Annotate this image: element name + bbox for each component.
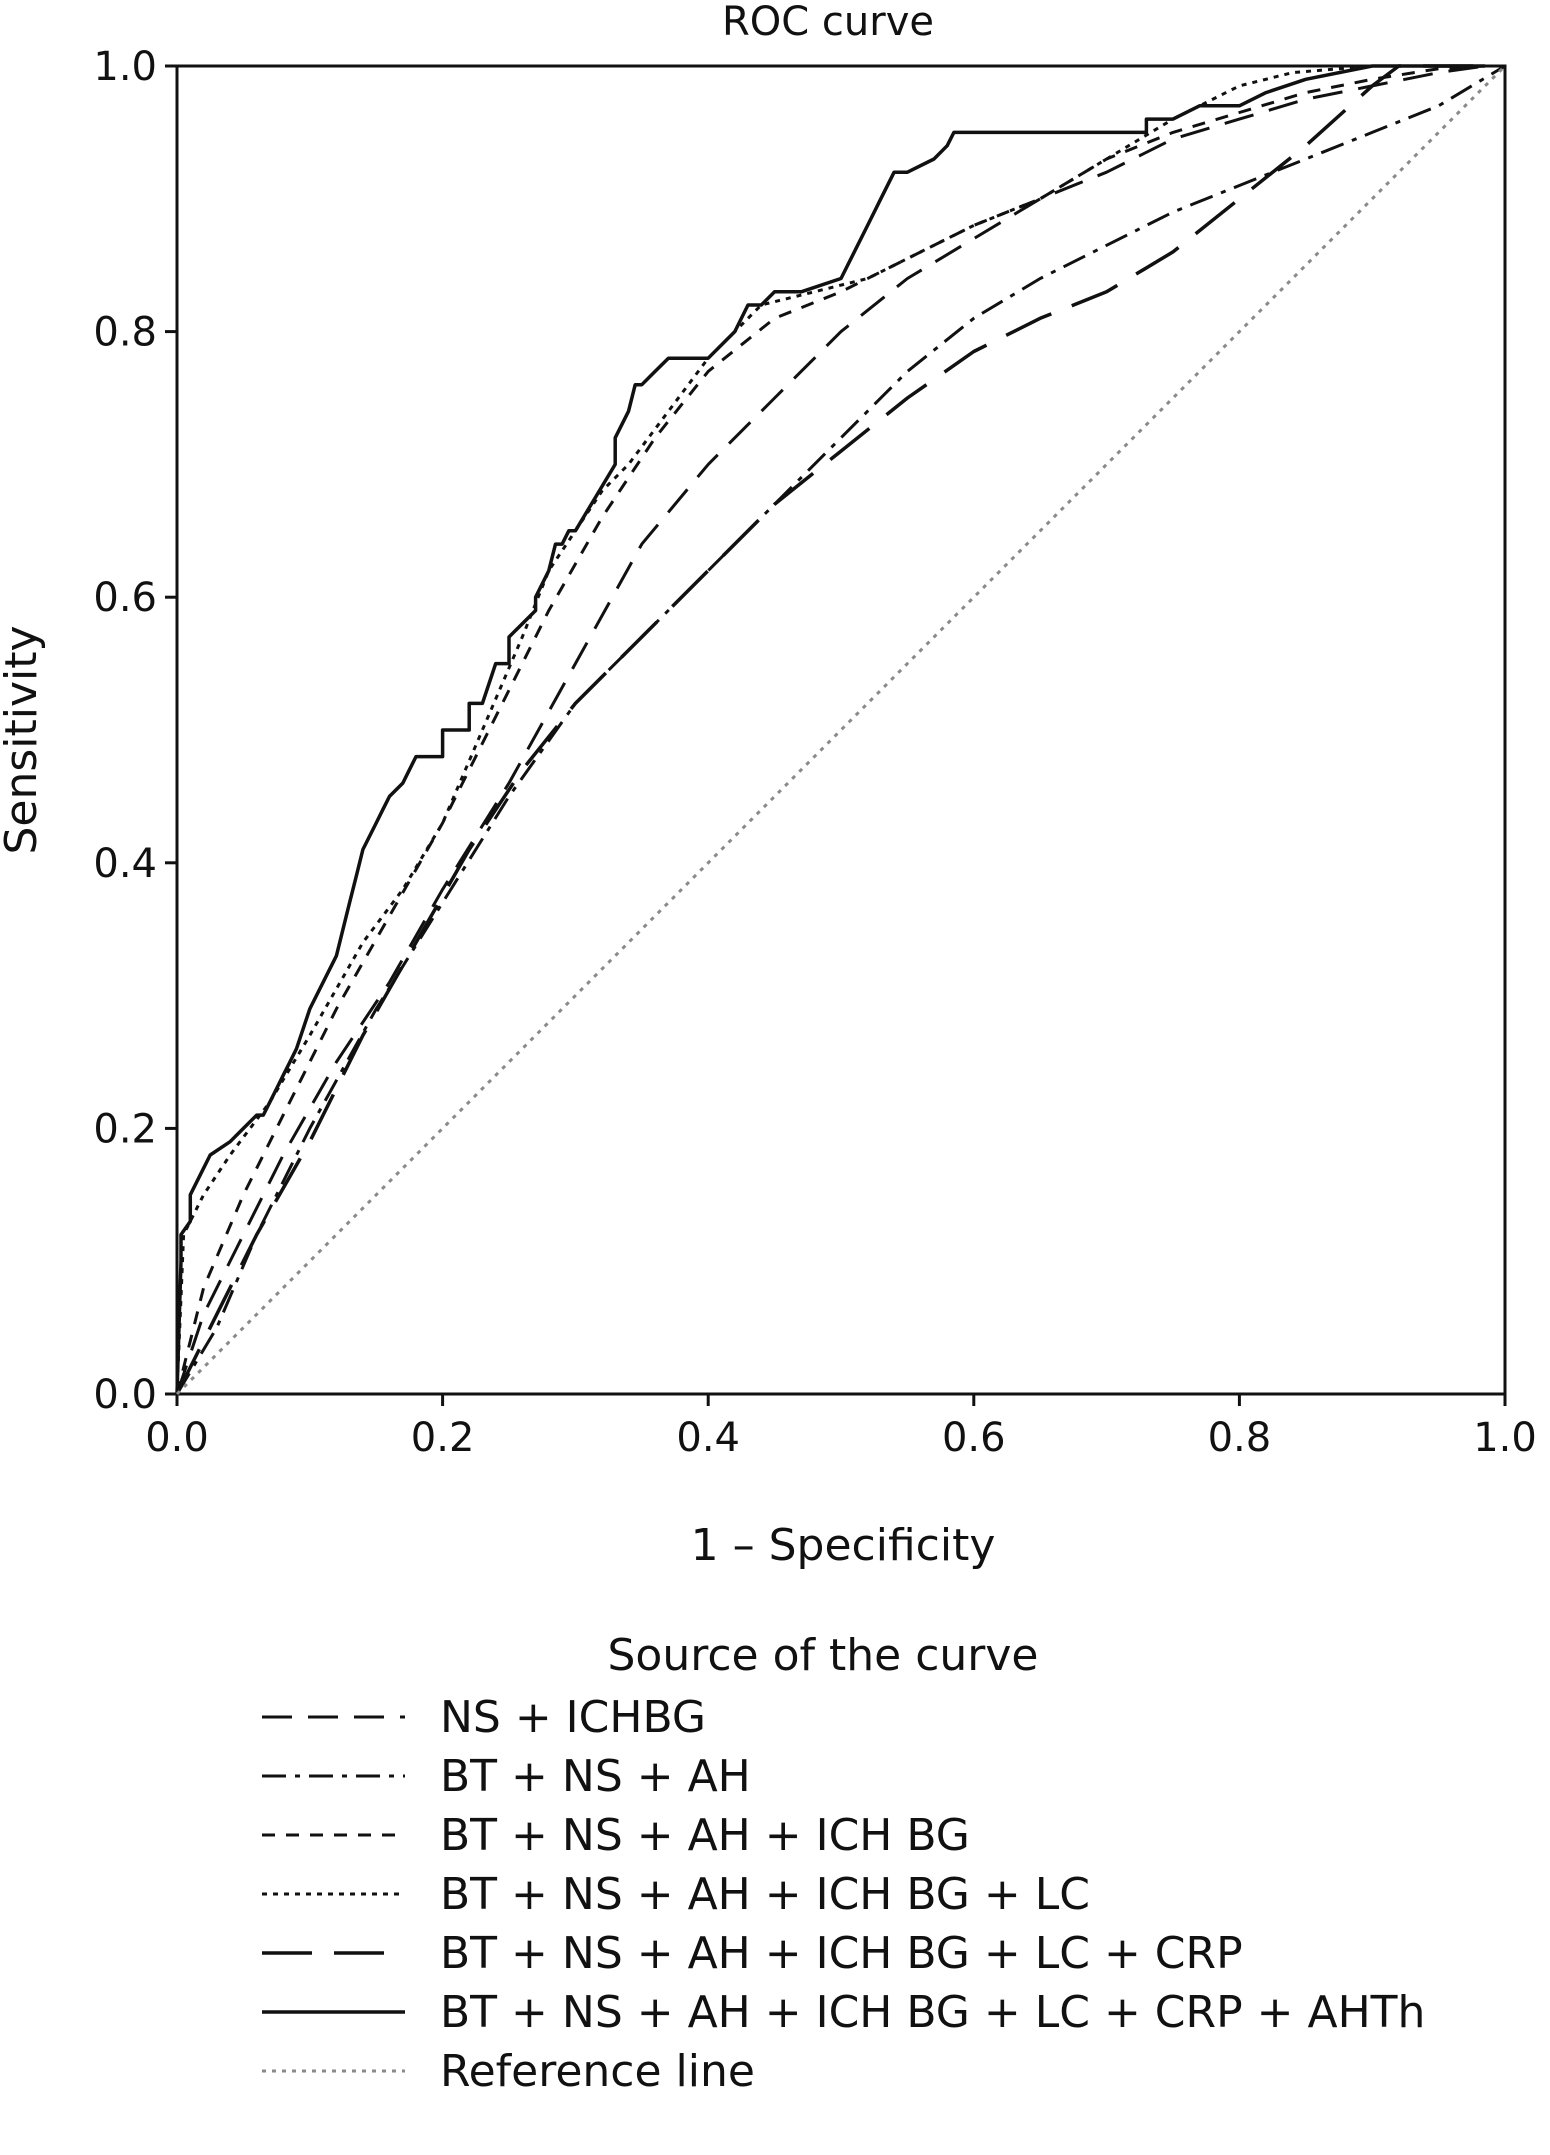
y-axis-label: Sensitivity (0, 625, 47, 854)
series-line-bt-ns-ah-ich-bg (175, 64, 1486, 1395)
legend-label: BT + NS + AH + ICH BG + LC + CRP (440, 1928, 1243, 1979)
x-tick-label: 0.4 (676, 1415, 740, 1461)
chart-title: ROC curve (722, 0, 934, 45)
series-line-bt-ns-ah (175, 64, 1506, 1395)
legend-label: BT + NS + AH + ICH BG + LC + CRP + AHTh (440, 1987, 1425, 2038)
series-line-reference-line (175, 64, 1507, 1396)
x-tick-label: 0.6 (942, 1415, 1006, 1461)
legend-label: BT + NS + AH + ICH BG (440, 1810, 970, 1861)
legend: NS + ICHBG BT + NS + AH BT + NS + AH + ICH… (262, 1692, 1425, 2097)
series-line-ns-ichbg (175, 64, 1486, 1395)
series-line-bt-ns-ah-ich-bg-lc (175, 64, 1486, 1395)
legend-label: BT + NS + AH (440, 1751, 751, 1802)
legend-label: Reference line (440, 2046, 755, 2097)
series-lines (175, 64, 1507, 1396)
x-tick-label: 0.2 (411, 1415, 475, 1461)
y-tick-label: 1.0 (93, 44, 157, 90)
axes: 0.0 0.2 0.4 0.6 0.8 1.0 0.0 0.2 0.4 0.6 0.8 1.0 (93, 44, 1536, 1461)
x-axis-label: 1 – Specificity (691, 1520, 996, 1571)
y-tick-label: 0.6 (93, 575, 157, 621)
legend-label: NS + ICHBG (440, 1692, 706, 1743)
x-tick-label: 0.8 (1208, 1415, 1272, 1461)
x-tick-label: 0.0 (145, 1415, 209, 1461)
y-tick-label: 0.8 (93, 310, 157, 356)
series-line-bt-ns-ah-ich-bg-lc-crp (175, 64, 1486, 1395)
series-line-bt-ns-ah-ich-bg-lc-crp-ahth (175, 64, 1486, 1395)
x-tick-label: 1.0 (1473, 1415, 1537, 1461)
y-tick-label: 0.0 (93, 1372, 157, 1418)
y-tick-label: 0.4 (93, 841, 157, 887)
plot-frame (175, 64, 1507, 1396)
legend-title: Source of the curve (608, 1630, 1039, 1681)
legend-label: BT + NS + AH + ICH BG + LC (440, 1869, 1090, 1920)
y-tick-label: 0.2 (93, 1106, 157, 1152)
